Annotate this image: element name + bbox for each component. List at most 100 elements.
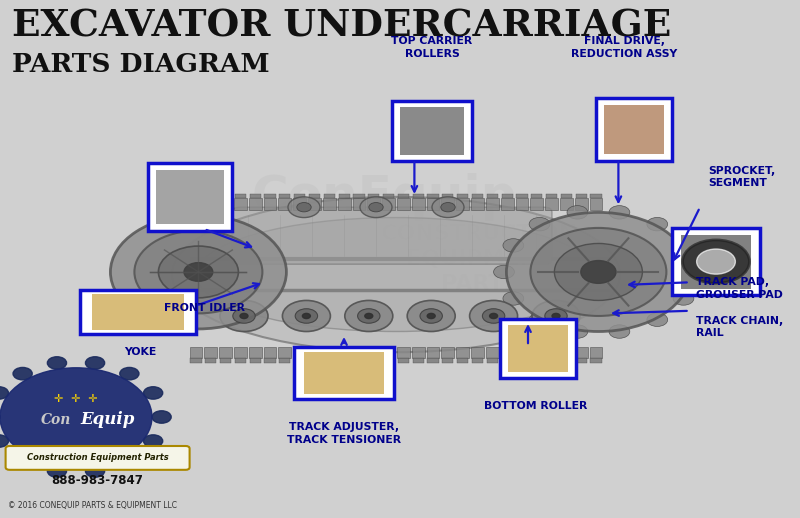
Bar: [368, 358, 379, 363]
Text: PARTS DIAGRAM: PARTS DIAGRAM: [12, 52, 270, 77]
Bar: [354, 194, 365, 198]
Bar: [486, 194, 498, 198]
Bar: [294, 358, 306, 363]
Text: TRACK CHAIN,
RAIL: TRACK CHAIN, RAIL: [696, 316, 783, 338]
Circle shape: [682, 265, 703, 279]
Circle shape: [184, 263, 213, 281]
Bar: [546, 194, 557, 198]
Text: TRACK PAD,
GROUSER PAD: TRACK PAD, GROUSER PAD: [696, 277, 783, 299]
Circle shape: [532, 300, 580, 332]
Bar: [324, 358, 335, 363]
Circle shape: [143, 435, 162, 447]
Circle shape: [567, 206, 588, 219]
Bar: [413, 358, 424, 363]
Bar: [397, 198, 410, 210]
Bar: [190, 358, 202, 363]
Bar: [456, 198, 469, 210]
Bar: [308, 198, 321, 210]
Bar: [324, 194, 335, 198]
Bar: [265, 194, 276, 198]
Circle shape: [673, 292, 694, 305]
Bar: [278, 347, 291, 358]
Bar: [234, 198, 247, 210]
Bar: [501, 347, 514, 358]
Bar: [400, 107, 464, 155]
Circle shape: [120, 454, 139, 467]
Bar: [220, 358, 231, 363]
Bar: [574, 347, 587, 358]
Circle shape: [697, 249, 735, 274]
Text: CONSTRUCTION
EQUIPMENT
PARTS: CONSTRUCTION EQUIPMENT PARTS: [382, 224, 578, 294]
Bar: [279, 194, 290, 198]
Circle shape: [365, 313, 373, 319]
Circle shape: [369, 203, 383, 212]
Bar: [382, 347, 395, 358]
Circle shape: [110, 215, 286, 329]
Circle shape: [609, 325, 630, 338]
Bar: [294, 347, 394, 399]
Bar: [681, 235, 751, 289]
Text: Equip: Equip: [81, 411, 135, 428]
Circle shape: [427, 313, 435, 319]
Bar: [507, 324, 568, 372]
Circle shape: [13, 454, 32, 467]
Bar: [456, 347, 469, 358]
Bar: [219, 347, 232, 358]
Circle shape: [494, 265, 514, 279]
Bar: [382, 198, 395, 210]
FancyBboxPatch shape: [6, 446, 190, 470]
Ellipse shape: [196, 218, 596, 332]
Bar: [545, 347, 558, 358]
Bar: [338, 194, 350, 198]
Circle shape: [345, 300, 393, 332]
Circle shape: [581, 261, 616, 283]
Circle shape: [240, 313, 248, 319]
Circle shape: [288, 197, 320, 218]
Circle shape: [506, 212, 690, 332]
Circle shape: [282, 300, 330, 332]
Circle shape: [407, 300, 455, 332]
Circle shape: [554, 243, 642, 300]
Bar: [353, 198, 366, 210]
Bar: [353, 347, 366, 358]
Text: EXCAVATOR UNDERCARRIAGE: EXCAVATOR UNDERCARRIAGE: [12, 8, 671, 45]
Circle shape: [567, 325, 588, 338]
Bar: [442, 347, 454, 358]
Bar: [603, 105, 664, 154]
Bar: [338, 347, 350, 358]
Bar: [398, 358, 409, 363]
Text: © 2016 CONEQUIP PARTS & EQUIPMENT LLC: © 2016 CONEQUIP PARTS & EQUIPMENT LLC: [8, 500, 177, 510]
Circle shape: [134, 231, 262, 313]
Bar: [561, 194, 572, 198]
Bar: [308, 347, 321, 358]
Circle shape: [86, 357, 105, 369]
Bar: [205, 198, 218, 210]
Bar: [92, 294, 184, 329]
Bar: [590, 194, 602, 198]
Bar: [574, 198, 587, 210]
Circle shape: [233, 309, 255, 323]
Bar: [392, 101, 472, 161]
Circle shape: [158, 246, 238, 298]
Circle shape: [432, 197, 464, 218]
Bar: [294, 194, 306, 198]
Text: TRACK ADJUSTER,
TRACK TENSIONER: TRACK ADJUSTER, TRACK TENSIONER: [287, 422, 401, 444]
Circle shape: [470, 300, 518, 332]
Bar: [397, 347, 410, 358]
Bar: [368, 194, 379, 198]
Bar: [205, 347, 218, 358]
Bar: [442, 194, 454, 198]
Bar: [502, 358, 513, 363]
Bar: [249, 347, 262, 358]
Bar: [264, 198, 277, 210]
Bar: [515, 347, 528, 358]
Bar: [486, 198, 498, 210]
Bar: [309, 194, 320, 198]
Circle shape: [503, 239, 524, 252]
Circle shape: [682, 240, 750, 283]
Bar: [442, 198, 454, 210]
Bar: [500, 319, 576, 378]
Bar: [472, 358, 483, 363]
Bar: [561, 358, 572, 363]
Bar: [426, 198, 439, 210]
